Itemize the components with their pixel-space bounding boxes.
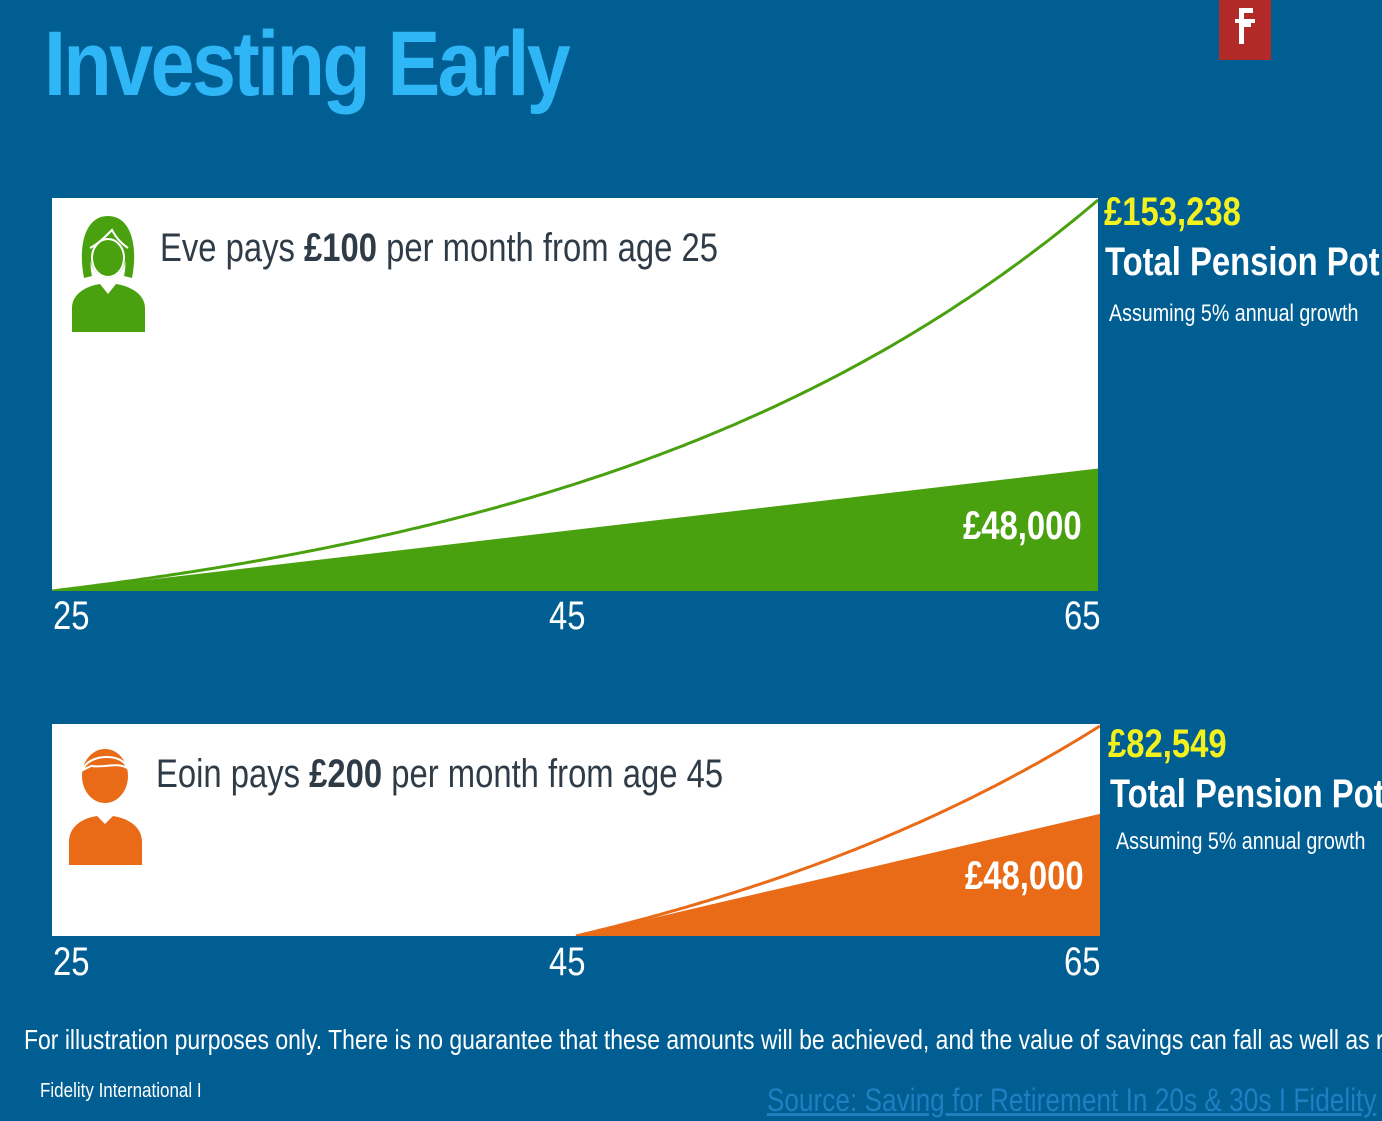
eoin-caption: Eoin pays £200 per month from age 45 (156, 752, 724, 796)
disclaimer-text: For illustration purposes only. There is… (24, 1024, 1382, 1055)
fidelity-f-icon (1235, 8, 1255, 44)
pension-growth-line (52, 198, 1098, 591)
eve-growth-note: Assuming 5% annual growth (1109, 300, 1359, 327)
eve-tick-25: 25 (53, 594, 90, 638)
eoin-growth-note: Assuming 5% annual growth (1116, 828, 1366, 855)
eve-contributed-label: £48,000 (963, 504, 1082, 548)
eoin-total-value: £82,549 (1108, 722, 1227, 766)
source-link[interactable]: Source: Saving for Retirement In 20s & 3… (766, 1082, 1376, 1118)
eoin-total-label: Total Pension Pot (1110, 772, 1382, 816)
eoin-tick-65: 65 (1064, 940, 1101, 984)
eoin-chart-panel: Eoin pays £200 per month from age 45 £48… (52, 724, 1100, 936)
eoin-chart-plot (575, 724, 1100, 936)
eoin-contributed-label: £48,000 (965, 854, 1084, 898)
eve-chart-plot (52, 198, 1098, 591)
eve-total-label: Total Pension Pot (1105, 240, 1380, 284)
eve-chart-panel: Eve pays £100 per month from age 25 £48,… (52, 198, 1098, 591)
slide-title: Investing Early (44, 13, 571, 115)
eoin-tick-25: 25 (53, 940, 90, 984)
eve-caption: Eve pays £100 per month from age 25 (160, 226, 718, 270)
eve-tick-45: 45 (549, 594, 586, 638)
contributions-area (52, 468, 1098, 591)
contributions-area (576, 813, 1100, 936)
man-icon (69, 749, 142, 865)
pension-growth-line (575, 724, 1100, 936)
eve-total-value: £153,238 (1104, 190, 1241, 234)
fidelity-logo (1219, 0, 1271, 60)
eoin-tick-45: 45 (549, 940, 586, 984)
brand-footer: Fidelity International I (40, 1080, 202, 1102)
woman-icon (72, 216, 145, 332)
eve-tick-65: 65 (1064, 594, 1101, 638)
